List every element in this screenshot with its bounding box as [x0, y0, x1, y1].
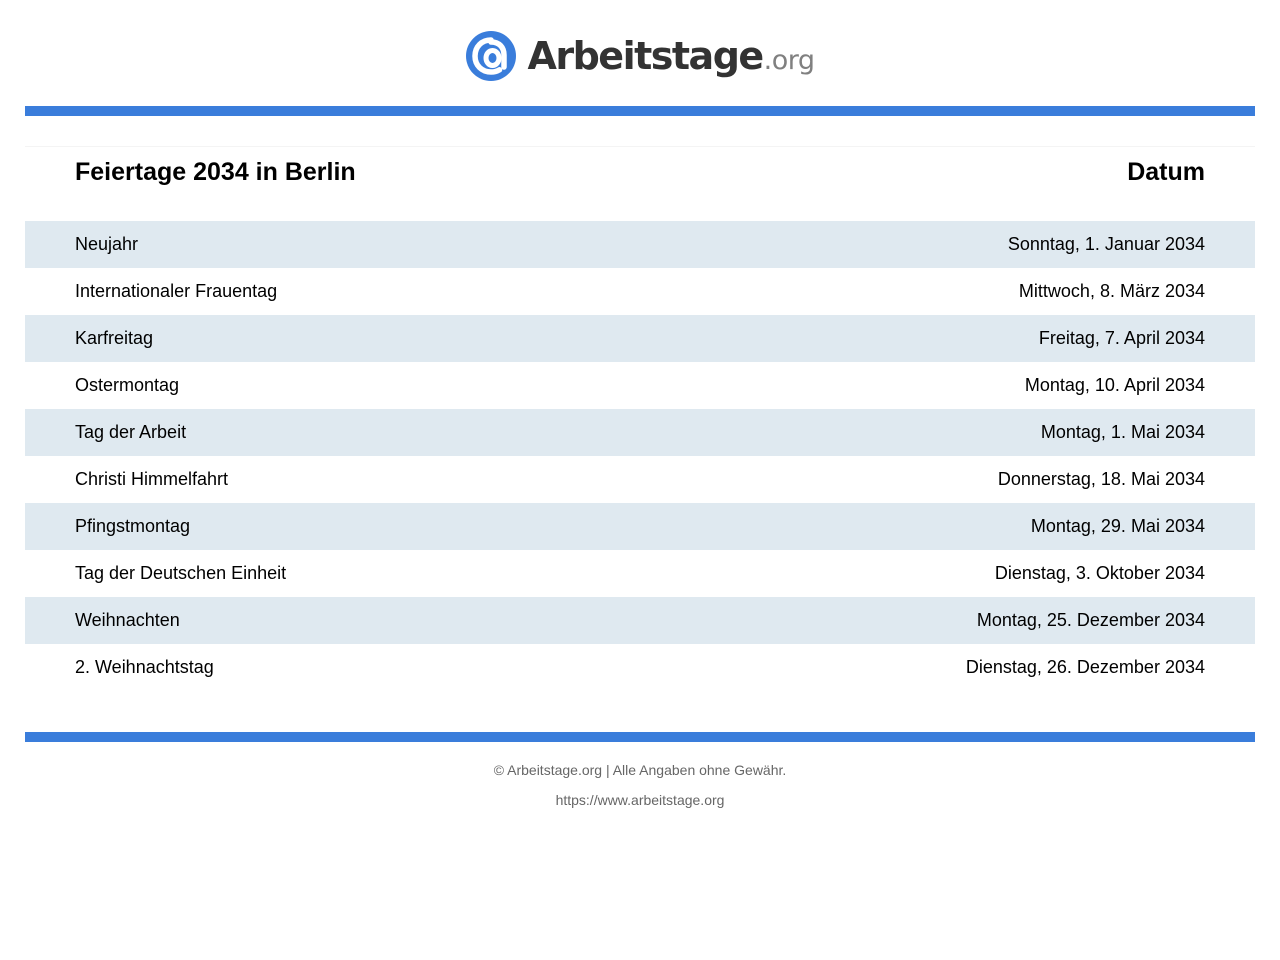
logo-tld: .org	[763, 45, 815, 76]
footer-url[interactable]: https://www.arbeitstage.org	[555, 792, 725, 808]
table-row: Internationaler Frauentag Mittwoch, 8. Mä…	[25, 268, 1255, 315]
column-header-date: Datum	[1127, 158, 1205, 186]
holiday-name: Internationaler Frauentag	[75, 281, 278, 301]
holiday-name: Weihnachten	[75, 610, 180, 630]
table-row: Tag der Deutschen Einheit Dienstag, 3. Ok…	[25, 550, 1255, 597]
column-header-holiday: Feiertage 2034 in Berlin	[75, 158, 356, 186]
table-row: Ostermontag Montag, 10. April 2034	[25, 362, 1255, 409]
table-body: Neujahr Sonntag, 1. Januar 2034 Internatio…	[25, 221, 1255, 691]
at-sign-logo-icon	[466, 31, 517, 81]
holiday-date: Donnerstag, 18. Mai 2034	[997, 469, 1205, 489]
footer-copyright: © Arbeitstage.org | Alle Angaben ohne Ge…	[493, 762, 787, 778]
table-header: Feiertage 2034 in Berlin Datum	[25, 146, 1255, 221]
holiday-date: Montag, 25. Dezember 2034	[976, 610, 1205, 630]
holiday-date: Mittwoch, 8. März 2034	[1018, 281, 1205, 301]
holiday-name: Christi Himmelfahrt	[75, 469, 229, 489]
table-row: Tag der Arbeit Montag, 1. Mai 2034	[25, 409, 1255, 456]
table-row: Christi Himmelfahrt Donnerstag, 18. Mai 2…	[25, 456, 1255, 503]
holiday-name: Pfingstmontag	[75, 516, 191, 536]
holiday-name: Karfreitag	[75, 328, 154, 348]
top-divider	[25, 106, 1255, 116]
holiday-name: Neujahr	[75, 234, 139, 254]
holiday-date: Freitag, 7. April 2034	[1038, 328, 1205, 348]
holiday-date: Dienstag, 3. Oktober 2034	[994, 563, 1205, 583]
holiday-name: 2. Weihnachtstag	[75, 657, 214, 677]
holiday-name: Ostermontag	[75, 375, 180, 395]
bottom-divider	[25, 732, 1255, 742]
site-logo[interactable]: Arbeitstage .org	[0, 28, 1280, 84]
holiday-date: Sonntag, 1. Januar 2034	[1007, 234, 1205, 254]
logo-wordmark: Arbeitstage .org	[527, 34, 815, 78]
table-row: Karfreitag Freitag, 7. April 2034	[25, 315, 1255, 362]
holiday-date: Montag, 10. April 2034	[1024, 375, 1205, 395]
holiday-date: Montag, 29. Mai 2034	[1030, 516, 1205, 536]
logo-name: Arbeitstage	[527, 34, 764, 78]
table-row: Pfingstmontag Montag, 29. Mai 2034	[25, 503, 1255, 550]
table-row: Neujahr Sonntag, 1. Januar 2034	[25, 221, 1255, 268]
table-row: Weihnachten Montag, 25. Dezember 2034	[25, 597, 1255, 644]
table-row: 2. Weihnachtstag Dienstag, 26. Dezember 2…	[25, 644, 1255, 691]
holiday-date: Dienstag, 26. Dezember 2034	[965, 657, 1205, 677]
holiday-table: Feiertage 2034 in Berlin Datum Neujahr So…	[25, 146, 1255, 691]
holiday-date: Montag, 1. Mai 2034	[1040, 422, 1205, 442]
holiday-name: Tag der Deutschen Einheit	[75, 563, 287, 583]
holiday-name: Tag der Arbeit	[75, 422, 187, 442]
